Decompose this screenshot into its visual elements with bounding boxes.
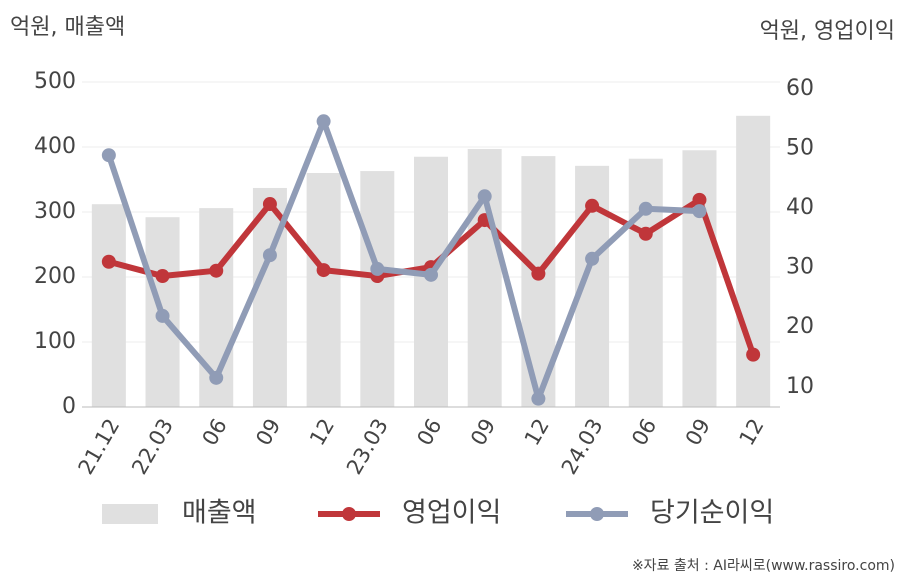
bar (414, 156, 448, 407)
point (531, 266, 546, 281)
legend-label: 당기순이익 (650, 498, 774, 529)
legend-label: 영업이익 (402, 498, 501, 529)
x-tick-label: 09 (466, 415, 500, 450)
x-tick-label: 24.03 (557, 415, 608, 479)
legend-label: 매출액 (182, 498, 257, 529)
x-tick-label: 09 (681, 415, 715, 450)
point (692, 204, 707, 219)
y-axis-label: 억원, 매출액 (10, 15, 125, 40)
bar (360, 171, 395, 407)
point (477, 189, 492, 204)
y2-tick-label: 40 (786, 195, 814, 220)
point (531, 391, 546, 406)
x-tick-label: 06 (412, 415, 446, 450)
x-tick-label: 12 (520, 415, 554, 450)
point (638, 226, 653, 241)
y2-tick-label: 30 (786, 255, 814, 280)
point (209, 263, 224, 278)
y2-axis-label: 억원, 영업이익 (760, 19, 895, 44)
x-tick-label: 09 (251, 415, 285, 450)
bar (306, 173, 341, 407)
x-tick-label: 12 (305, 415, 339, 450)
point (316, 263, 331, 278)
source: ※자료 출처 : AI라씨로(www.rassiro.com) (632, 558, 895, 574)
point (155, 269, 170, 284)
y-tick-label: 400 (34, 134, 76, 159)
bar (467, 148, 502, 407)
bar (682, 150, 717, 407)
point (101, 148, 116, 163)
y-tick-label: 500 (34, 69, 76, 94)
bar (91, 204, 126, 407)
legend-swatch (342, 507, 356, 521)
y-tick-label: 0 (62, 394, 76, 419)
y2-tick-label: 60 (786, 76, 814, 101)
x-tick-label: 12 (735, 415, 769, 450)
y2-tick-label: 20 (786, 314, 814, 339)
point (638, 201, 653, 216)
line (106, 118, 700, 402)
point (585, 198, 600, 213)
legend-swatch (102, 504, 158, 524)
y-tick-label: 100 (34, 329, 76, 354)
y-tick-label: 300 (34, 199, 76, 224)
point (692, 192, 707, 207)
bar (628, 158, 663, 407)
point (316, 114, 331, 129)
x-tick-label: 22.03 (127, 415, 178, 479)
x-tick-label: 06 (198, 415, 232, 450)
point (585, 251, 600, 266)
x-tick-label: 06 (627, 415, 661, 450)
point (370, 261, 385, 276)
point (155, 308, 170, 323)
point (746, 347, 761, 362)
y2-tick-label: 10 (786, 374, 814, 399)
point (209, 370, 224, 385)
point (262, 197, 277, 212)
y2-tick-label: 50 (786, 136, 814, 161)
x-tick-label: 23.03 (342, 415, 393, 479)
point (424, 267, 438, 282)
legend-swatch (590, 507, 604, 521)
point (101, 254, 116, 269)
bar (736, 115, 771, 408)
point (262, 248, 277, 263)
y-tick-label: 200 (34, 264, 76, 289)
x-tick-label: 21.12 (74, 415, 125, 479)
